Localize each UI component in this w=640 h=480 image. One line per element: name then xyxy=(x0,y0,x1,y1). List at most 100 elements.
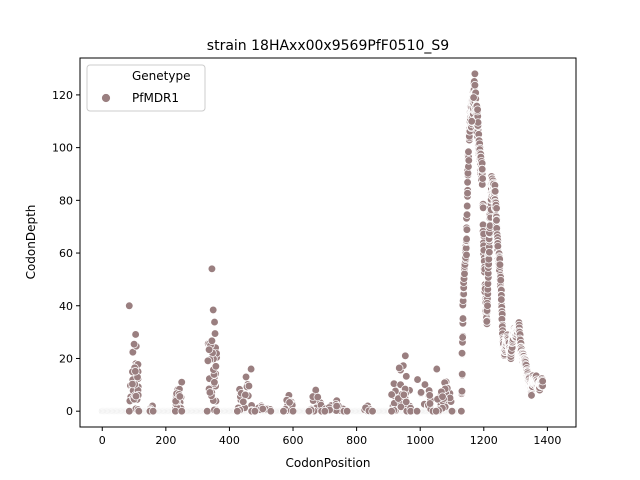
data-point xyxy=(241,390,250,400)
data-point xyxy=(496,276,505,285)
data-point xyxy=(425,391,434,400)
data-point xyxy=(205,388,215,397)
data-point xyxy=(285,398,294,407)
data-point xyxy=(211,362,221,371)
data-point xyxy=(203,356,213,365)
data-point xyxy=(131,392,141,401)
data-point xyxy=(462,234,471,244)
y-tick-label: 80 xyxy=(59,194,73,207)
data-point xyxy=(210,317,219,327)
data-point xyxy=(241,372,251,382)
data-point xyxy=(431,407,441,416)
data-point xyxy=(129,340,139,349)
data-point xyxy=(425,399,435,408)
y-tick-label: 100 xyxy=(52,142,73,155)
data-point xyxy=(458,370,467,379)
data-point xyxy=(492,204,501,213)
data-point xyxy=(313,392,322,402)
data-point xyxy=(244,381,254,391)
data-point xyxy=(447,407,457,416)
legend-box xyxy=(86,64,206,112)
data-point xyxy=(491,187,500,196)
x-tick-label: 800 xyxy=(346,434,367,447)
data-point xyxy=(207,264,217,274)
data-point xyxy=(203,407,212,416)
data-point xyxy=(128,379,137,389)
data-point xyxy=(368,407,377,416)
chart-title: strain 18HAxx00x9569PfF0510_S9 xyxy=(207,38,449,54)
data-point xyxy=(210,329,220,338)
data-point xyxy=(401,351,410,360)
data-point xyxy=(460,269,469,278)
y-tick-label: 0 xyxy=(66,405,73,418)
data-point xyxy=(207,336,217,345)
data-points xyxy=(125,69,547,416)
data-point xyxy=(458,314,468,323)
data-point xyxy=(538,377,547,386)
data-point xyxy=(457,407,466,416)
x-tick-label: 400 xyxy=(219,434,240,447)
x-axis: 0 200 400 600 800 1000 1200 1400 xyxy=(99,427,561,447)
data-point xyxy=(402,372,411,381)
data-point xyxy=(233,407,242,416)
data-point xyxy=(387,390,396,399)
data-point xyxy=(416,388,426,397)
data-point xyxy=(131,367,140,376)
data-point xyxy=(463,178,472,187)
data-point xyxy=(478,174,487,183)
y-tick-label: 40 xyxy=(59,300,73,313)
data-point xyxy=(332,401,341,411)
y-axis-label: CodonDepth xyxy=(24,205,38,280)
data-point xyxy=(470,81,480,90)
data-point xyxy=(304,407,314,416)
data-point xyxy=(342,407,352,416)
data-point xyxy=(134,407,143,416)
data-point xyxy=(497,295,506,304)
legend: Genetype PfMDR1 xyxy=(86,64,206,112)
data-point xyxy=(131,330,140,339)
data-point xyxy=(438,392,447,401)
data-point xyxy=(204,345,214,354)
data-point xyxy=(387,407,396,416)
data-point xyxy=(464,156,473,165)
data-point xyxy=(457,349,467,358)
data-point xyxy=(462,210,472,219)
data-point xyxy=(175,392,184,401)
data-point xyxy=(462,225,472,234)
x-tick-label: 1200 xyxy=(470,434,498,447)
data-point xyxy=(420,380,430,389)
data-point xyxy=(258,404,267,414)
data-point xyxy=(464,147,473,156)
data-point xyxy=(470,69,480,78)
data-point xyxy=(527,391,536,400)
y-tick-label: 20 xyxy=(59,352,73,365)
data-point xyxy=(457,387,467,396)
data-point xyxy=(246,364,256,374)
data-point xyxy=(412,407,422,416)
data-point xyxy=(462,250,471,260)
x-tick-label: 1400 xyxy=(533,434,561,447)
x-axis-label: CodonPosition xyxy=(285,456,370,470)
x-tick-label: 200 xyxy=(155,434,176,447)
y-tick-label: 60 xyxy=(59,247,73,260)
data-point xyxy=(239,397,248,406)
data-point xyxy=(396,402,406,411)
data-point xyxy=(320,407,329,416)
data-point xyxy=(399,390,409,399)
y-tick-label: 120 xyxy=(52,89,73,102)
data-point xyxy=(483,301,492,310)
x-tick-label: 600 xyxy=(283,434,304,447)
data-point xyxy=(395,363,404,373)
plot-frame xyxy=(79,57,577,428)
data-point xyxy=(125,407,134,416)
data-point xyxy=(210,378,219,387)
data-point xyxy=(177,378,186,387)
x-tick-label: 1000 xyxy=(406,434,434,447)
data-point xyxy=(177,407,186,416)
data-point xyxy=(473,105,482,114)
data-point xyxy=(458,333,467,342)
y-axis: 0 20 40 60 80 100 120 xyxy=(52,89,80,418)
data-point xyxy=(463,189,472,198)
data-point xyxy=(493,242,503,251)
